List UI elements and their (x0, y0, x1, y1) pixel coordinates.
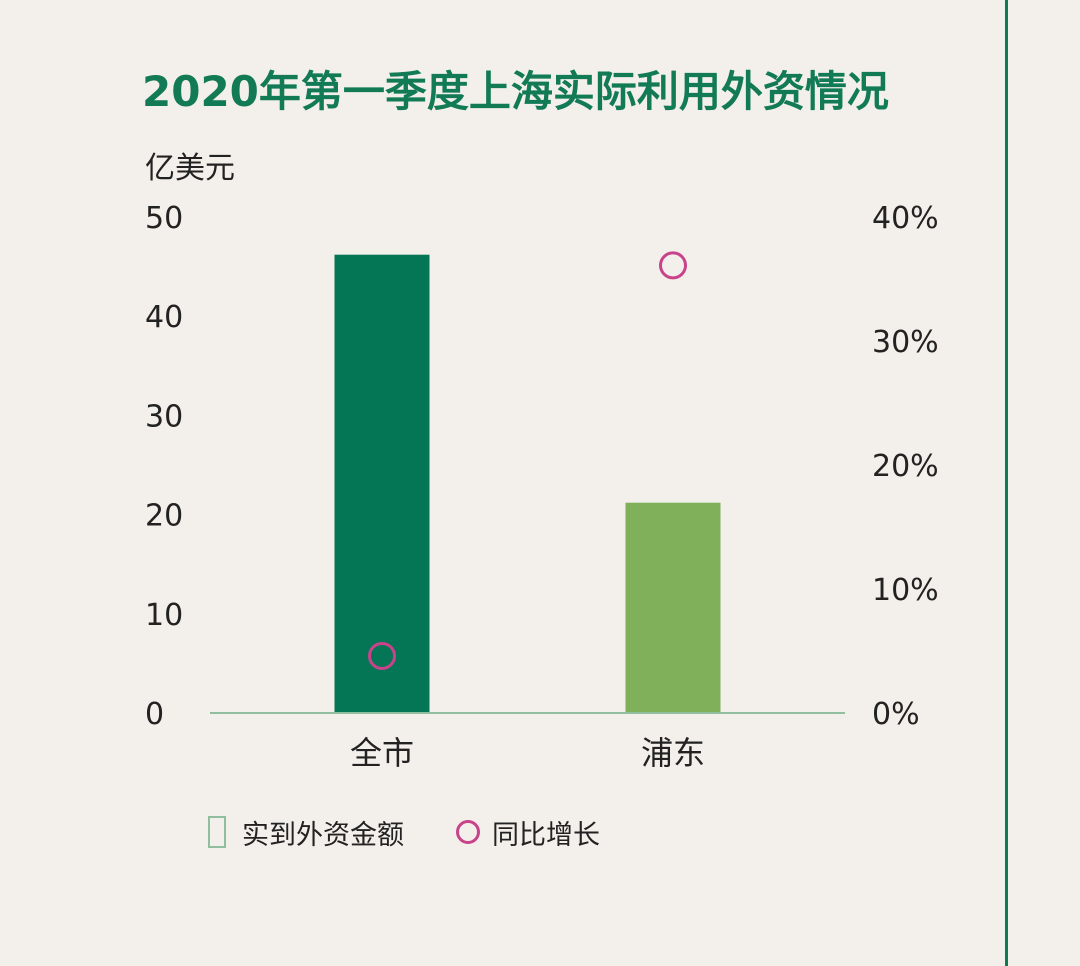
right-tick-label: 30% (872, 325, 939, 360)
chart-title: 2020年第一季度上海实际利用外资情况 (142, 67, 889, 116)
legend: 实到外资金额 同比增长 (208, 812, 600, 852)
category-label: 浦东 (641, 734, 705, 772)
bar-2 (625, 502, 721, 713)
left-axis-unit-label: 亿美元 (145, 151, 235, 186)
legend-circle-swatch (456, 820, 480, 844)
chart-svg: 亿美元 0 10 20 30 40 50 0% 10% 20% 30% 40% 全市 浦东 (145, 151, 939, 772)
right-tick-label: 0% (872, 697, 920, 732)
category-label: 全市 (350, 734, 414, 772)
bar-1 (334, 254, 430, 714)
left-tick-label: 20 (145, 499, 183, 534)
left-tick-label: 50 (145, 201, 183, 236)
growth-point-1 (368, 641, 396, 670)
left-tick-label: 30 (145, 399, 183, 434)
right-axis-ticks: 0% 10% 20% 30% 40% (872, 201, 939, 732)
legend-item-growth: 同比增长 (456, 813, 600, 852)
left-tick-label: 40 (145, 300, 183, 335)
left-tick-label: 10 (145, 598, 183, 633)
right-tick-label: 10% (872, 573, 939, 608)
right-tick-label: 40% (872, 201, 939, 236)
legend-label-amount: 实到外资金额 (242, 819, 404, 851)
legend-bar-swatch (208, 816, 226, 848)
category-labels: 全市 浦东 (350, 734, 705, 772)
left-tick-label: 0 (145, 697, 164, 732)
left-axis-ticks: 0 10 20 30 40 50 (145, 201, 183, 732)
legend-label-growth: 同比增长 (492, 819, 600, 851)
right-tick-label: 20% (872, 449, 939, 484)
growth-points (368, 251, 687, 670)
right-accent-rule (1005, 0, 1008, 966)
bar-series (334, 254, 721, 714)
growth-point-2 (659, 251, 687, 280)
legend-item-amount: 实到外资金额 (208, 813, 404, 852)
